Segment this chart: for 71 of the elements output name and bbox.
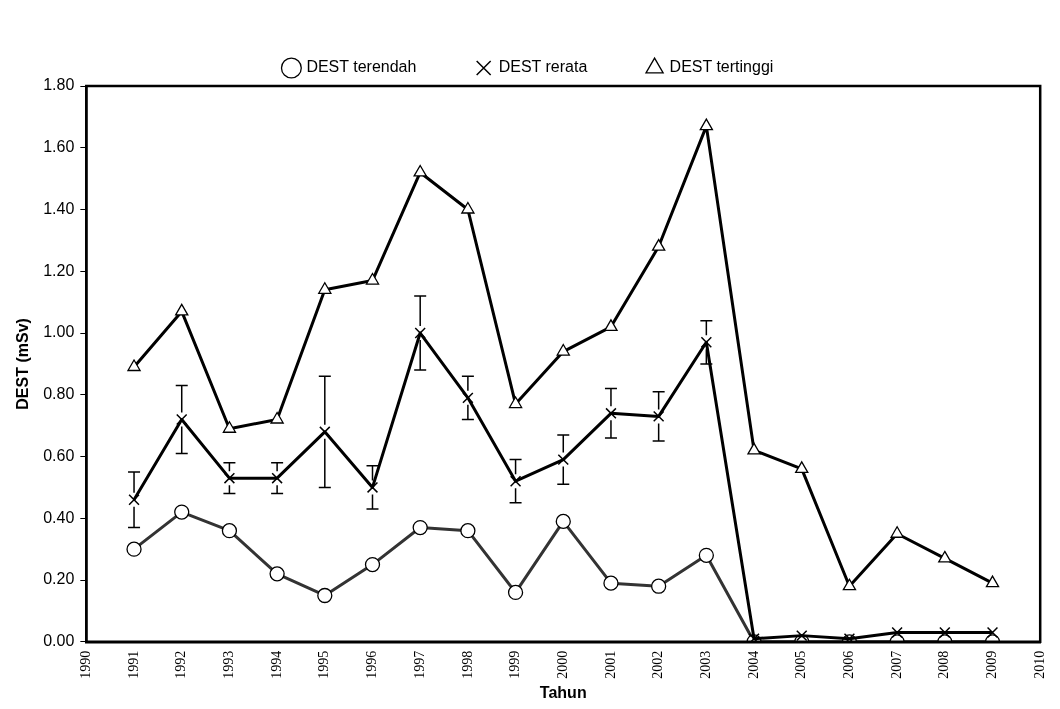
y-axis-title: DEST (mSv): [14, 318, 32, 410]
point: [795, 461, 809, 474]
y-tick-label: 0.20: [43, 570, 75, 588]
x-axis-title: Tahun: [539, 683, 587, 701]
point: [128, 494, 140, 506]
x-tick-label: 2002: [650, 650, 666, 679]
y-tick-label: 1.20: [43, 261, 75, 279]
point: [271, 472, 283, 484]
y-tick-label: 0.40: [43, 508, 75, 526]
x-tick-label: 1997: [411, 650, 427, 679]
x-tick-label: 1998: [459, 650, 475, 679]
y-tick-label: 0.80: [43, 385, 75, 403]
y-tick-label: 1.40: [43, 199, 75, 217]
point: [700, 336, 713, 348]
point: [890, 526, 904, 538]
point: [891, 626, 903, 639]
point: [938, 550, 952, 563]
legend-label: DEST rerata: [498, 58, 588, 76]
point: [509, 475, 522, 487]
point: [366, 481, 379, 494]
x-tick-label: 2008: [936, 650, 952, 679]
x-tick-label: 1992: [173, 650, 189, 679]
x-tick-label: 2007: [888, 650, 904, 679]
point: [605, 407, 617, 419]
point: [176, 413, 188, 426]
point: [413, 164, 427, 177]
x-tick-label: 1995: [316, 650, 332, 679]
y-tick-label: 1.60: [43, 138, 75, 156]
x-tick-label: 2005: [793, 650, 809, 679]
point: [223, 472, 236, 484]
x-tick-label: 1996: [364, 650, 380, 679]
point: [556, 343, 570, 356]
point: [365, 272, 380, 285]
point: [604, 319, 618, 331]
point: [175, 303, 189, 316]
point: [652, 410, 665, 423]
point: [842, 578, 857, 591]
point: [747, 442, 761, 455]
x-tick-label: 2004: [745, 650, 761, 679]
x-tick-label: 1994: [268, 650, 284, 679]
point: [222, 421, 237, 433]
x-tick-label: 2000: [554, 650, 570, 679]
point: [270, 411, 284, 424]
x-tick-label: 2001: [602, 650, 618, 679]
point: [939, 626, 951, 639]
x-tick-label: 2010: [1031, 650, 1047, 679]
x-tick-label: 1993: [221, 650, 237, 679]
legend-label: DEST tertinggi: [669, 58, 774, 76]
x-tick-label: 2006: [841, 650, 857, 679]
x-tick-label: 2003: [698, 650, 714, 679]
x-tick-label: 2009: [984, 650, 1000, 679]
y-tick-label: 0.60: [43, 446, 75, 464]
point: [461, 201, 475, 214]
x-tick-label: 1990: [78, 650, 94, 679]
point: [127, 359, 141, 372]
point: [796, 629, 808, 642]
x-tick-label: 1999: [507, 650, 523, 679]
y-tick-label: 1.00: [43, 323, 75, 341]
point: [699, 118, 714, 131]
point: [508, 396, 523, 409]
x-tick-label: 1991: [125, 650, 141, 679]
point: [414, 327, 426, 339]
point: [985, 575, 1000, 588]
point: [557, 453, 569, 466]
y-tick-label: 0.00: [43, 632, 75, 650]
point: [651, 238, 666, 251]
legend-label: DEST terendah: [306, 58, 417, 76]
y-tick-label: 1.80: [43, 76, 75, 94]
point: [462, 392, 474, 404]
point: [986, 626, 999, 639]
point: [318, 282, 332, 294]
